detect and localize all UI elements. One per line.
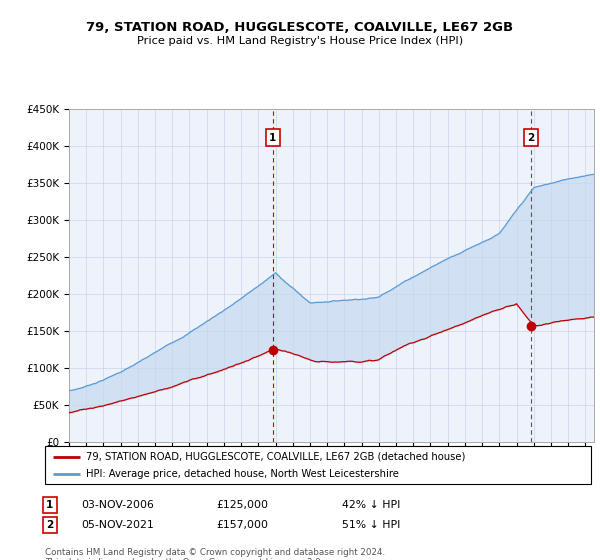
Text: Contains HM Land Registry data © Crown copyright and database right 2024.
This d: Contains HM Land Registry data © Crown c…	[45, 548, 385, 560]
Text: Price paid vs. HM Land Registry's House Price Index (HPI): Price paid vs. HM Land Registry's House …	[137, 36, 463, 46]
Text: 79, STATION ROAD, HUGGLESCOTE, COALVILLE, LE67 2GB: 79, STATION ROAD, HUGGLESCOTE, COALVILLE…	[86, 21, 514, 34]
Text: £125,000: £125,000	[216, 500, 268, 510]
Text: £157,000: £157,000	[216, 520, 268, 530]
Text: HPI: Average price, detached house, North West Leicestershire: HPI: Average price, detached house, Nort…	[86, 469, 399, 479]
Text: 1: 1	[46, 500, 53, 510]
Text: 05-NOV-2021: 05-NOV-2021	[81, 520, 154, 530]
Text: 1: 1	[269, 133, 277, 143]
Text: 03-NOV-2006: 03-NOV-2006	[81, 500, 154, 510]
FancyBboxPatch shape	[45, 446, 591, 484]
Text: 42% ↓ HPI: 42% ↓ HPI	[342, 500, 400, 510]
Text: 2: 2	[527, 133, 535, 143]
Text: 51% ↓ HPI: 51% ↓ HPI	[342, 520, 400, 530]
Text: 79, STATION ROAD, HUGGLESCOTE, COALVILLE, LE67 2GB (detached house): 79, STATION ROAD, HUGGLESCOTE, COALVILLE…	[86, 451, 466, 461]
Text: 2: 2	[46, 520, 53, 530]
